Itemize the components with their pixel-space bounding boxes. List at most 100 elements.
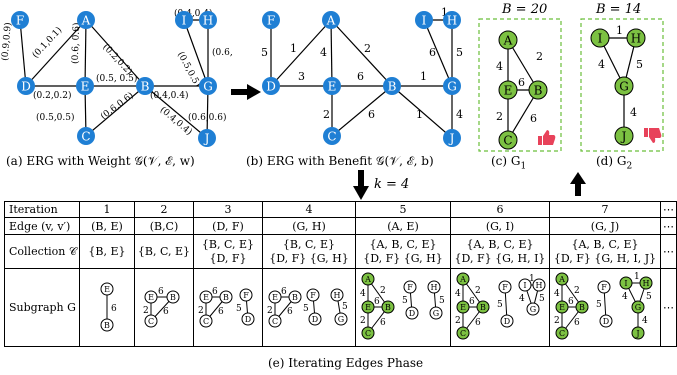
svg-text:6: 6: [163, 307, 169, 317]
edge-label: 3: [298, 70, 305, 83]
svg-text:5: 5: [439, 296, 445, 306]
svg-text:A: A: [459, 275, 466, 284]
caption-d-text: (d) G: [596, 154, 627, 168]
edge-label: 1: [616, 24, 623, 37]
edge-label: (0.2,0.2): [33, 90, 72, 101]
svg-text:2: 2: [455, 316, 461, 326]
table-row-collection: Collection 𝒞 {B, E} {B, C, E} {B, C, E}{…: [4, 234, 677, 269]
collection-line: {A, B, C, E}: [571, 237, 639, 251]
svg-text:2: 2: [475, 286, 481, 296]
row-label: Edge (v, v′): [4, 217, 80, 235]
svg-text:6: 6: [158, 287, 164, 297]
svg-text:I: I: [182, 14, 187, 28]
svg-text:2: 2: [267, 306, 273, 316]
panel-a-graph: (0.9,0.9) (0.1,0.1) (0.2,0.2) (0.6, 0.6)…: [0, 8, 232, 147]
svg-text:6: 6: [218, 307, 224, 317]
caption-a: (a) ERG with Weight 𝒢(𝒱, ℰ, w): [6, 154, 195, 168]
svg-text:D: D: [245, 315, 251, 324]
svg-text:I: I: [422, 14, 427, 28]
collection-line: {D, F} {G, H}: [363, 251, 443, 265]
edge-label: (0.2,0.2): [100, 42, 134, 78]
svg-text:C: C: [503, 134, 512, 148]
table-cell: ⋯: [659, 234, 677, 269]
table-cell: {A, B, C, E} {D, F} {G, H, I, J}: [548, 234, 661, 269]
svg-text:6: 6: [281, 287, 287, 297]
node-c: C: [77, 127, 95, 145]
table-cell: (G, H): [261, 217, 356, 235]
svg-text:E: E: [559, 303, 565, 312]
node-j: J: [198, 129, 216, 147]
row-label: Subgraph G: [4, 268, 80, 347]
svg-text:H: H: [333, 291, 340, 300]
svg-text:1: 1: [529, 274, 535, 284]
row-label: Iteration: [4, 201, 80, 218]
edge-label: (0.4,0.4): [174, 8, 213, 19]
node-d: D: [262, 77, 280, 95]
node-i: I: [590, 28, 610, 48]
svg-text:C: C: [365, 329, 371, 338]
svg-text:J: J: [448, 132, 455, 146]
edge-label: (0.6,0.6): [98, 90, 135, 122]
svg-text:B: B: [223, 293, 229, 302]
table-row-edge: Edge (v, v′) (B, E) (B,C) (D, F) (G, H) …: [4, 217, 677, 235]
svg-text:D: D: [312, 315, 318, 324]
svg-text:H: H: [535, 281, 542, 290]
table-cell: (G, I): [449, 217, 550, 235]
caption-c: (c) G1: [491, 154, 526, 171]
svg-text:5: 5: [596, 300, 602, 310]
edge-label: 1: [416, 108, 423, 121]
svg-text:C: C: [460, 329, 466, 338]
edge-label: 6: [429, 46, 436, 59]
subgraph-2: 62 6 E BC: [143, 287, 180, 328]
edge-label: 5: [636, 58, 643, 71]
svg-text:2: 2: [360, 316, 366, 326]
edge-label: (0.5,0.5): [36, 112, 75, 123]
svg-text:F: F: [407, 283, 413, 292]
edge-label: 4: [630, 106, 637, 119]
svg-text:F: F: [502, 283, 508, 292]
panel-c-graph: 2 4 6 2 6 A E B C: [478, 18, 562, 152]
subgraph-cell: 6 E B: [78, 268, 135, 347]
svg-text:A: A: [503, 34, 513, 48]
svg-text:E: E: [203, 293, 209, 302]
edge-label: 6: [368, 108, 375, 121]
svg-text:I: I: [523, 281, 526, 290]
edge-label: 1: [441, 6, 448, 19]
caption-b: (b) ERG with Benefit 𝒢(𝒱, ℰ, b): [246, 154, 434, 168]
svg-text:5: 5: [303, 304, 309, 314]
edge-label: (0.1,0.1): [30, 25, 64, 61]
svg-text:J: J: [620, 130, 627, 144]
node-c: C: [323, 127, 341, 145]
panel-d-title: B = 14: [596, 2, 642, 17]
edge-label: (0.4,0.4): [150, 90, 189, 101]
node-b: B: [136, 77, 154, 95]
svg-text:F: F: [16, 14, 24, 28]
node-g: G: [199, 77, 217, 95]
svg-text:2: 2: [574, 286, 580, 296]
svg-text:2: 2: [143, 306, 149, 316]
svg-text:4: 4: [642, 316, 648, 326]
svg-text:B: B: [170, 293, 176, 302]
svg-text:F: F: [267, 14, 275, 28]
nodes-a: F A I H D E B G C J: [11, 11, 217, 147]
svg-text:D: D: [266, 80, 276, 94]
svg-text:B: B: [534, 84, 543, 98]
row-label: Collection 𝒞: [4, 234, 80, 269]
svg-text:C: C: [272, 317, 278, 326]
svg-text:B: B: [385, 303, 391, 312]
node-e: E: [76, 77, 94, 95]
edge-label: 1: [420, 70, 427, 83]
collection-line: {B, E}: [88, 244, 126, 258]
table-cell: 7: [548, 201, 661, 218]
svg-text:A: A: [326, 14, 336, 28]
svg-text:C: C: [81, 130, 90, 144]
edge-label: 2: [496, 110, 503, 123]
node-j: J: [443, 129, 461, 147]
table-cell: (G, J): [548, 217, 661, 235]
svg-text:E: E: [365, 303, 371, 312]
